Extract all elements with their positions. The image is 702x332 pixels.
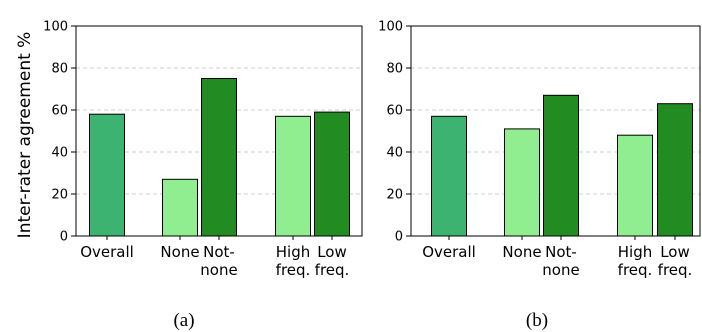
bar — [543, 94, 579, 237]
category-label: Overall — [80, 243, 134, 261]
panel-a-caption: (a) — [173, 310, 194, 331]
y-tick-label: 80 — [386, 62, 403, 77]
bar — [504, 128, 540, 237]
y-tick-label: 20 — [51, 188, 68, 203]
bar — [431, 115, 467, 237]
bar — [275, 115, 311, 237]
y-tick-label: 0 — [60, 230, 68, 245]
category-label: none — [542, 261, 579, 279]
category-label: High — [618, 243, 652, 261]
y-axis-label: Inter-rater agreement % — [15, 32, 35, 239]
y-tick-label: 40 — [386, 146, 403, 161]
y-tick-label: 100 — [43, 20, 68, 35]
category-label: Low — [317, 243, 347, 261]
y-tick-label: 0 — [395, 230, 403, 245]
axes-frame — [75, 25, 363, 237]
category-label: Not- — [545, 243, 577, 261]
category-label: freq. — [618, 261, 653, 279]
y-tick-label: 20 — [386, 188, 403, 203]
category-label: Overall — [422, 243, 476, 261]
axes-frame — [410, 25, 701, 237]
category-label: None — [502, 243, 541, 261]
category-label: High — [276, 243, 310, 261]
bar — [314, 111, 350, 237]
category-label: freq. — [276, 261, 311, 279]
y-tick-label: 80 — [51, 62, 68, 77]
bar — [657, 103, 693, 237]
bar — [89, 113, 125, 237]
bar — [162, 178, 198, 237]
y-tick-label: 100 — [378, 20, 403, 35]
category-label: None — [160, 243, 199, 261]
panel-b-caption: (b) — [526, 310, 548, 331]
bar — [201, 78, 237, 237]
category-label: Not- — [203, 243, 235, 261]
y-tick-label: 60 — [386, 104, 403, 119]
category-label: freq. — [315, 261, 350, 279]
category-label: freq. — [658, 261, 693, 279]
y-tick-label: 60 — [51, 104, 68, 119]
bar — [617, 134, 653, 237]
category-label: Low — [660, 243, 690, 261]
y-tick-label: 40 — [51, 146, 68, 161]
category-label: none — [200, 261, 237, 279]
